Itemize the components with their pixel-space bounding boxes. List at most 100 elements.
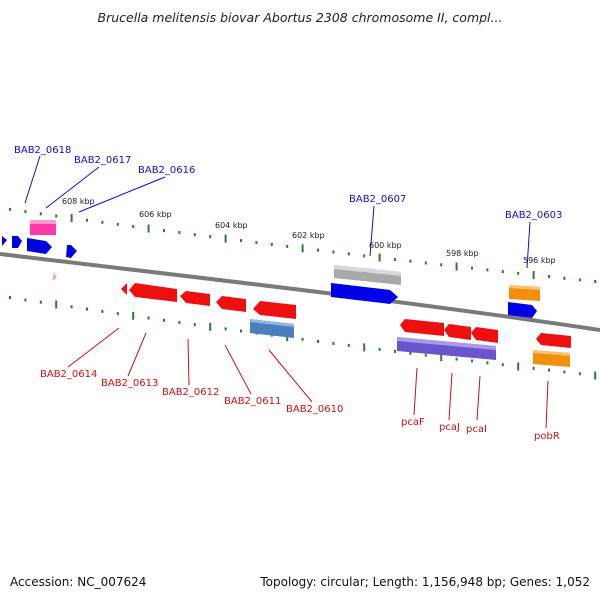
major-tick	[286, 333, 289, 342]
major-tick	[378, 253, 381, 262]
map-title: Brucella melitensis biovar Abortus 2308 …	[97, 10, 503, 25]
minor-tick	[347, 343, 350, 347]
minor-tick	[86, 307, 88, 311]
gene-label-bab2-0607[interactable]: BAB2_0607	[349, 194, 406, 205]
gene-label-pcai[interactable]: pcaI	[466, 424, 487, 435]
chromosome-backbone	[0, 252, 600, 332]
minor-tick	[39, 300, 42, 304]
gene-label-bab2-0610[interactable]: BAB2_0610	[286, 404, 343, 415]
minor-tick	[147, 316, 150, 320]
major-tick	[594, 371, 597, 380]
minor-tick	[240, 329, 242, 333]
callout-line	[187, 338, 190, 386]
minor-tick	[471, 359, 473, 363]
gene-label-bab2-0614[interactable]: BAB2_0614	[40, 369, 97, 380]
minor-tick	[563, 276, 566, 280]
minor-tick	[24, 210, 27, 214]
gene-label-pcaj[interactable]: pcaJ	[439, 422, 460, 433]
gene-label-bab2-0613[interactable]: BAB2_0613	[101, 378, 158, 389]
gene-arrow[interactable]	[331, 283, 398, 304]
minor-tick	[594, 280, 597, 283]
gene-arrow[interactable]	[216, 296, 246, 312]
minor-tick	[9, 296, 11, 299]
minor-tick	[116, 222, 119, 226]
minor-tick	[409, 259, 412, 263]
major-tick	[455, 262, 458, 271]
minor-tick	[224, 327, 227, 331]
minor-tick	[424, 261, 427, 265]
gene-label-bab2-0617[interactable]: BAB2_0617	[74, 155, 131, 166]
bottom-genes	[121, 283, 571, 367]
top-callouts	[24, 155, 531, 269]
minor-tick	[486, 268, 489, 272]
gene-label-bab2-0603[interactable]: BAB2_0603	[505, 210, 562, 221]
callout-line	[545, 380, 549, 429]
minor-tick	[332, 341, 335, 345]
minor-tick	[193, 233, 196, 237]
minor-tick	[301, 337, 304, 341]
minor-tick	[163, 318, 165, 322]
minor-tick	[178, 320, 181, 324]
gene-arrow[interactable]	[444, 324, 471, 340]
callout-line	[67, 327, 120, 368]
major-tick	[209, 322, 212, 331]
minor-tick	[409, 351, 412, 355]
minor-tick	[24, 298, 27, 302]
minor-tick	[240, 239, 242, 243]
minor-tick	[132, 225, 135, 228]
gene-arrow[interactable]	[121, 283, 127, 295]
gene-arrow[interactable]	[2, 236, 7, 246]
gene-arrow[interactable]	[536, 333, 571, 348]
minor-tick	[39, 212, 42, 216]
minor-tick	[209, 235, 212, 239]
minor-tick	[517, 271, 520, 275]
callout-line	[78, 176, 166, 213]
major-tick	[363, 343, 366, 352]
gene-arrow[interactable]	[12, 236, 22, 248]
major-tick	[224, 234, 227, 243]
gene-arrow[interactable]	[27, 238, 52, 254]
gene-arrow[interactable]	[400, 319, 444, 336]
minor-tick	[347, 252, 350, 256]
kbp-label: 608 kbp	[62, 197, 95, 206]
gene-arrow[interactable]	[471, 327, 498, 343]
gene-box-highlight	[334, 265, 401, 276]
callout-line	[369, 205, 375, 257]
minor-tick	[116, 312, 119, 316]
gene-arrow[interactable]	[129, 283, 177, 302]
gene-box	[30, 220, 56, 224]
minor-tick	[563, 370, 566, 374]
gene-label-bab2-0612[interactable]: BAB2_0612	[162, 387, 219, 398]
kbp-label: 598 kbp	[446, 249, 479, 258]
kbp-label: 606 kbp	[139, 210, 172, 219]
major-tick	[440, 353, 443, 362]
minor-tick	[86, 218, 88, 222]
minor-tick	[363, 254, 366, 258]
gene-arrow[interactable]	[253, 301, 296, 319]
gene-arrow[interactable]	[180, 291, 210, 306]
gene-box-highlight	[397, 337, 496, 350]
gene-arrow[interactable]	[66, 245, 77, 258]
callout-line	[526, 221, 531, 269]
kbp-label: 600 kbp	[369, 241, 402, 250]
topology-summary: Topology: circular; Length: 1,156,948 bp…	[260, 575, 590, 589]
gene-label-bab2-0611[interactable]: BAB2_0611	[224, 396, 281, 407]
gene-arrow[interactable]	[508, 302, 537, 318]
minor-tick	[270, 243, 273, 246]
major-tick	[517, 362, 520, 371]
minor-tick	[455, 357, 458, 361]
minor-tick	[255, 241, 258, 245]
gene-label-bab2-0616[interactable]: BAB2_0616	[138, 165, 195, 176]
minor-tick	[70, 305, 73, 309]
gene-label-bab2-0618[interactable]: BAB2_0618	[14, 145, 71, 156]
bottom-gene-labels: BAB2_0614 BAB2_0613 BAB2_0612 BAB2_0611 …	[40, 369, 560, 442]
minor-tick	[101, 309, 104, 313]
major-tick	[532, 271, 535, 279]
gene-arrow-small[interactable]	[52, 272, 57, 281]
gene-label-pcaf[interactable]: pcaF	[401, 417, 425, 428]
major-tick	[55, 300, 58, 309]
minor-tick	[486, 361, 489, 365]
minor-tick	[440, 263, 443, 267]
gene-label-pobr[interactable]: pobR	[534, 431, 560, 442]
